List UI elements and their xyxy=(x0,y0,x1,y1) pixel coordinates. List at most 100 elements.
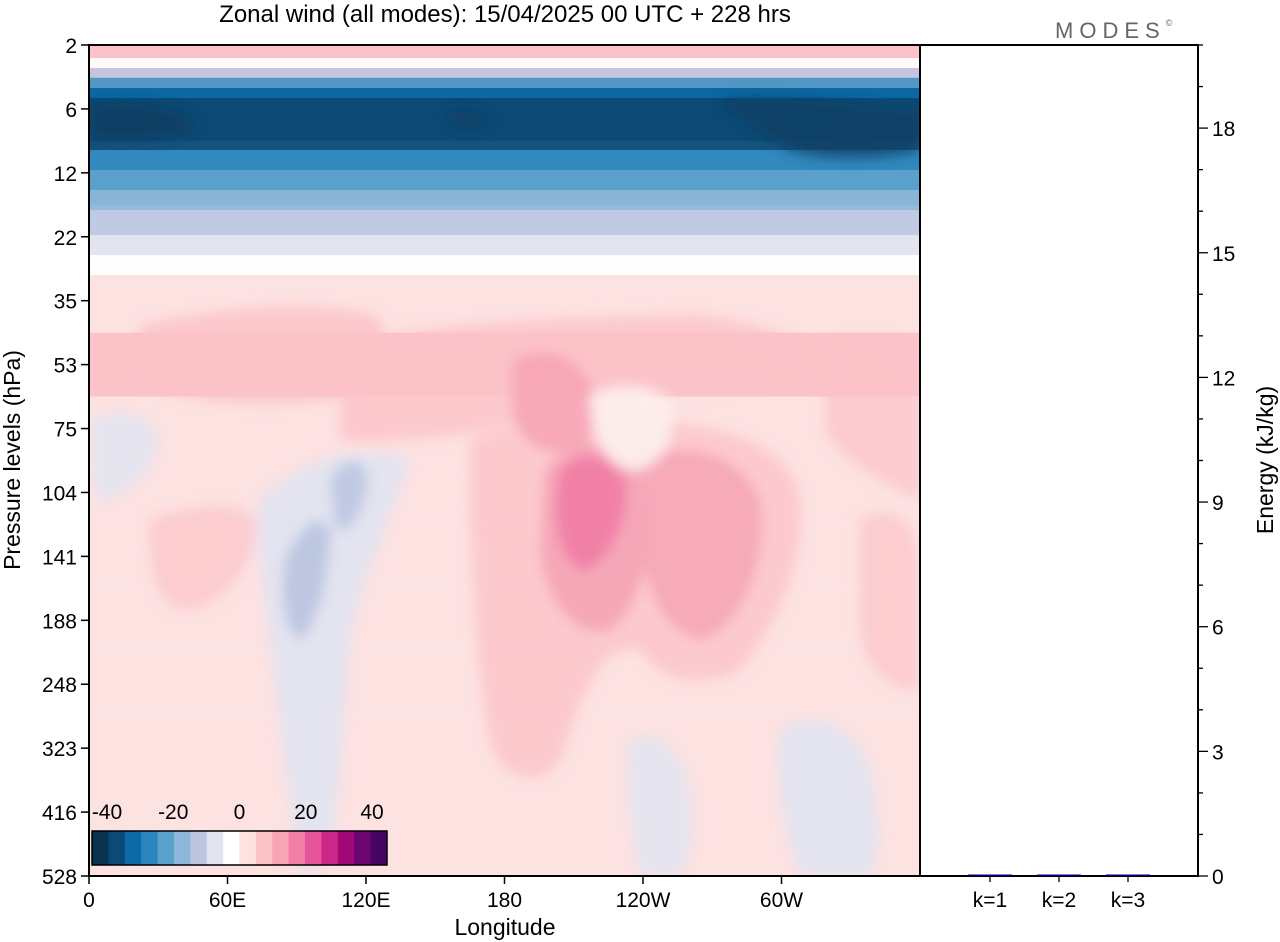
colorbar-label: 20 xyxy=(294,801,317,824)
colorbar-label: -20 xyxy=(158,801,188,824)
y-tick-label: 141 xyxy=(42,546,77,569)
colorbar-cell xyxy=(92,831,109,865)
x-tick-label: 180 xyxy=(487,889,522,912)
x-axis: 0 60E 120E 180 120W 60W xyxy=(83,876,803,912)
stratosphere-layer xyxy=(89,190,920,210)
y-tick-label: 2 xyxy=(65,35,77,58)
colorbar-cell xyxy=(354,831,372,865)
mid-level-band-east xyxy=(825,337,920,500)
energy-tick-label: 6 xyxy=(1212,617,1224,640)
zonal-wind-heatmap: 2 6 12 22 35 53 75 104 141 188 248 323 416 528 0 60E 12… xyxy=(0,35,921,940)
westerly-patch-east xyxy=(860,513,918,690)
chart-title: Zonal wind (all modes): 15/04/2025 00 UT… xyxy=(219,1,791,28)
energy-category-label: k=3 xyxy=(1111,889,1145,912)
weak-wind-patch xyxy=(590,385,673,470)
colorbar-cell xyxy=(141,831,159,865)
y-tick-label: 528 xyxy=(42,866,77,889)
colorbar-cell xyxy=(190,831,208,865)
energy-bar-panel: 0 3 6 9 12 15 18 k=1 k=2 k=3 Energy (kJ/kg) xyxy=(919,44,1278,912)
energy-bar xyxy=(1106,874,1150,876)
easterly-region-central xyxy=(628,737,692,876)
colorbar-frame xyxy=(91,830,388,866)
energy-tick-label: 9 xyxy=(1212,492,1224,515)
x-tick-label: 120W xyxy=(616,889,671,912)
x-tick-label: 60W xyxy=(760,889,803,912)
upper-jet-core-west xyxy=(89,103,192,139)
y-tick-label: 416 xyxy=(42,802,77,825)
energy-category-label: k=1 xyxy=(973,889,1007,912)
energy-tick-label: 15 xyxy=(1212,243,1235,266)
modes-logo: MODES© xyxy=(1055,18,1172,44)
x-axis-label: Longitude xyxy=(454,914,555,940)
energy-axis-label: Energy (kJ/kg) xyxy=(1252,386,1278,534)
stratosphere-layer xyxy=(89,88,920,98)
westerly-secondary-region xyxy=(640,450,762,640)
colorbar: -40 -20 0 20 40 xyxy=(91,801,388,866)
x-tick-label: 0 xyxy=(83,889,95,912)
colorbar-cell xyxy=(337,831,355,865)
colorbar-label: 40 xyxy=(360,801,383,824)
colorbar-cell xyxy=(255,831,273,865)
colorbar-cell xyxy=(305,831,322,865)
stratosphere-layer xyxy=(89,210,920,235)
y-axis: 2 6 12 22 35 53 75 104 141 188 248 323 416 528 xyxy=(42,35,89,889)
energy-panel-frame xyxy=(919,44,1199,877)
stratosphere-layer xyxy=(89,255,920,275)
colorbar-cell xyxy=(173,831,191,865)
logo-mark: © xyxy=(1165,18,1173,28)
easterly-core-north xyxy=(330,461,368,531)
colorbar-label: -40 xyxy=(92,801,122,824)
stratosphere-layer xyxy=(89,58,920,68)
y-tick-label: 75 xyxy=(54,419,77,442)
easterly-region-east xyxy=(778,720,878,876)
colorbar-label: 0 xyxy=(234,801,246,824)
x-tick-label: 120E xyxy=(341,889,390,912)
wind-anomaly-blobs xyxy=(89,98,920,876)
energy-bar xyxy=(1037,874,1081,876)
colorbar-cell xyxy=(124,831,142,865)
upper-jet-core-east xyxy=(720,98,920,158)
stratosphere-layer xyxy=(89,275,920,295)
westerly-patch-upper xyxy=(512,352,597,452)
y-tick-label: 6 xyxy=(65,99,77,122)
energy-bar xyxy=(968,874,1012,876)
y-tick-label: 12 xyxy=(54,163,77,186)
stratosphere-layer xyxy=(89,78,920,88)
y-tick-label: 104 xyxy=(42,482,77,505)
energy-y-axis: 0 3 6 9 12 15 18 xyxy=(1198,44,1235,889)
easterly-core-west xyxy=(283,521,330,640)
colorbar-cell xyxy=(288,831,306,865)
y-tick-label: 35 xyxy=(54,291,77,314)
mid-level-band-west xyxy=(140,306,383,404)
colorbar-cell xyxy=(206,831,224,865)
energy-tick-label: 12 xyxy=(1212,367,1235,390)
y-tick-label: 22 xyxy=(54,227,77,250)
energy-category-label: k=2 xyxy=(1042,889,1076,912)
y-tick-label: 188 xyxy=(42,610,77,633)
westerly-patch-west xyxy=(149,506,256,610)
colorbar-cell xyxy=(321,831,339,865)
logo-text: MODES xyxy=(1055,18,1166,43)
westerly-max-core xyxy=(556,456,626,570)
colorbar-cell xyxy=(239,831,257,865)
y-axis-label: Pressure levels (hPa) xyxy=(0,350,25,570)
colorbar-cell xyxy=(108,831,126,865)
y-tick-label: 53 xyxy=(54,355,77,378)
stratosphere-layer xyxy=(89,68,920,78)
colorbar-cell xyxy=(223,831,240,865)
energy-tick-label: 3 xyxy=(1212,741,1224,764)
upper-jet-patch-central xyxy=(450,111,490,127)
x-tick-label: 60E xyxy=(209,889,246,912)
colorbar-cell xyxy=(157,831,175,865)
easterly-patch-west-edge xyxy=(92,412,160,500)
stratosphere-layer xyxy=(89,235,920,255)
y-tick-label: 323 xyxy=(42,738,77,761)
stratosphere-layer xyxy=(89,150,920,170)
y-tick-label: 248 xyxy=(42,674,77,697)
stratosphere-layer xyxy=(89,170,920,190)
energy-tick-label: 0 xyxy=(1212,866,1224,889)
energy-tick-label: 18 xyxy=(1212,118,1235,141)
colorbar-cell xyxy=(370,831,388,865)
energy-bars xyxy=(968,874,1150,876)
